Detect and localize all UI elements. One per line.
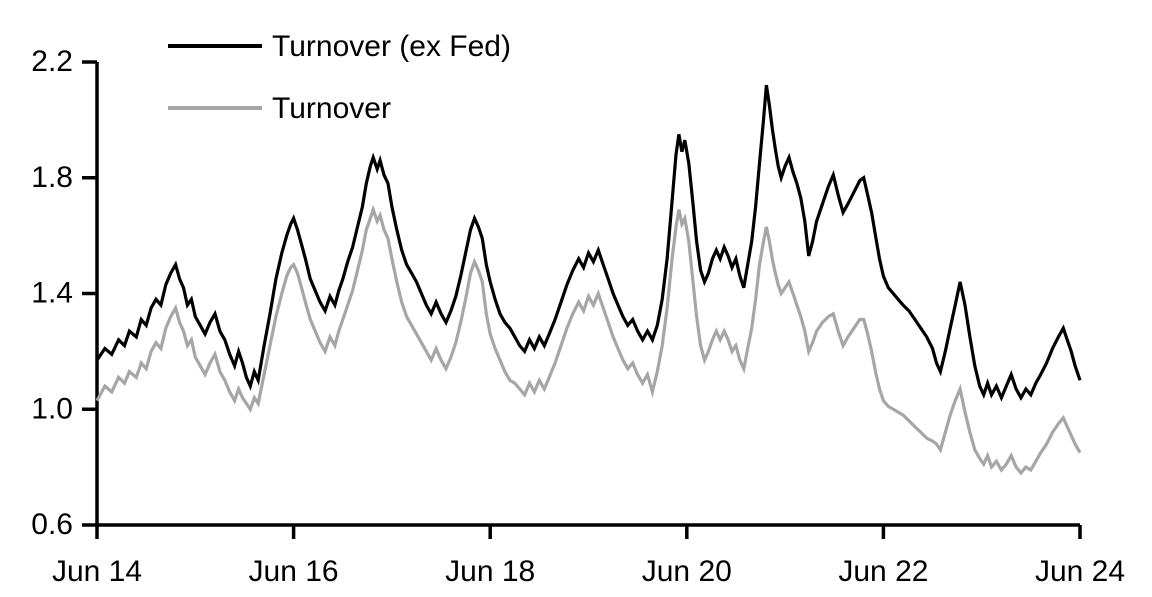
x-axis-tick-label: Jun 18 [445, 555, 535, 588]
axes: 0.6 1.0 1.4 1.8 2.2 Jun 14 Jun 16 Jun 18 Jun 20 J… [31, 45, 1125, 588]
y-axis-tick-label: 0.6 [31, 508, 73, 541]
y-axis-tick-label: 1.4 [31, 277, 73, 310]
x-axis-tick-label: Jun 22 [838, 555, 928, 588]
y-axis-tick-label: 1.0 [31, 392, 73, 425]
legend: Turnover (ex Fed) Turnover [168, 30, 511, 125]
y-axis-tick-label: 1.8 [31, 161, 73, 194]
y-axis-tick-label: 2.2 [31, 45, 73, 78]
series-line-turnover [95, 204, 1082, 476]
x-axis-tick-label: Jun 24 [1035, 555, 1125, 588]
x-axis-tick-label: Jun 14 [52, 555, 142, 588]
legend-label-turnover-ex-fed: Turnover (ex Fed) [272, 30, 511, 63]
series-lines [95, 84, 1082, 476]
series-line-turnover-ex-fed [95, 84, 1082, 402]
x-axis-tick-label: Jun 20 [642, 555, 732, 588]
legend-label-turnover: Turnover [272, 92, 391, 125]
x-axis-tick-label: Jun 16 [249, 555, 339, 588]
